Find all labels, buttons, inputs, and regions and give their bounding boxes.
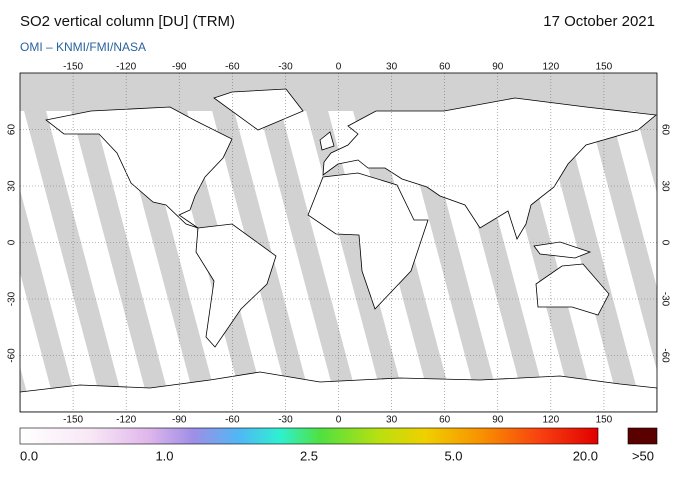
lon-tick-label: 60 [439,415,451,426]
lat-tick-label: 0 [659,240,670,246]
title: SO2 vertical column [DU] (TRM) [20,13,235,30]
swath-gap [20,73,126,412]
lon-tick-label: -60 [225,415,240,426]
swath-gap [20,189,79,412]
lon-tick-label: -30 [278,415,293,426]
colorbar-label: 1.0 [155,448,173,463]
colorbar [19,427,599,445]
lon-tick-label: 150 [596,415,613,426]
lon-tick-label: -30 [278,62,293,73]
colorbar-overflow-label: >50 [632,448,654,463]
lon-tick-label: 120 [542,62,559,73]
credit: OMI – KNMI/FMI/NASA [20,40,146,54]
lon-tick-label: 90 [492,415,504,426]
swath-gap [296,73,408,412]
colorbar-label: 0.0 [20,448,38,463]
lat-tick-label: -60 [7,348,18,363]
lon-tick-label: -120 [116,415,136,426]
lat-tick-label: -30 [7,291,18,306]
colorbar-label: 20.0 [573,448,598,463]
lat-tick-label: -30 [659,292,670,307]
lat-tick-label: 30 [659,180,670,192]
swath-gap [672,73,676,412]
lon-tick-label: -60 [225,62,240,73]
lon-tick-label: 120 [542,415,559,426]
lon-tick-label: 150 [596,62,613,73]
lat-tick-label: -60 [659,348,670,363]
lat-tick-label: 0 [7,239,18,245]
colorbar-overflow [627,427,658,445]
colorbar-label: 2.5 [300,448,318,463]
lat-tick-label: 30 [7,180,18,192]
lon-tick-label: -90 [172,415,187,426]
date: 17 October 2021 [543,13,655,30]
lon-tick-label: 30 [386,415,398,426]
lon-tick-label: -150 [63,62,83,73]
colorbar-label: 5.0 [444,448,462,463]
lon-tick-label: -90 [172,62,187,73]
lat-tick-label: 60 [7,124,18,136]
lat-tick-label: 60 [659,124,670,136]
lon-tick-label: -120 [116,62,136,73]
map [20,73,676,412]
lon-tick-label: -150 [63,415,83,426]
swath-gap [578,73,657,371]
lon-tick-label: 30 [386,62,398,73]
lon-tick-label: 0 [336,62,342,73]
map-frame [19,72,658,413]
lon-tick-label: 0 [336,415,342,426]
lon-tick-label: 90 [492,62,504,73]
lon-tick-label: 60 [439,62,451,73]
